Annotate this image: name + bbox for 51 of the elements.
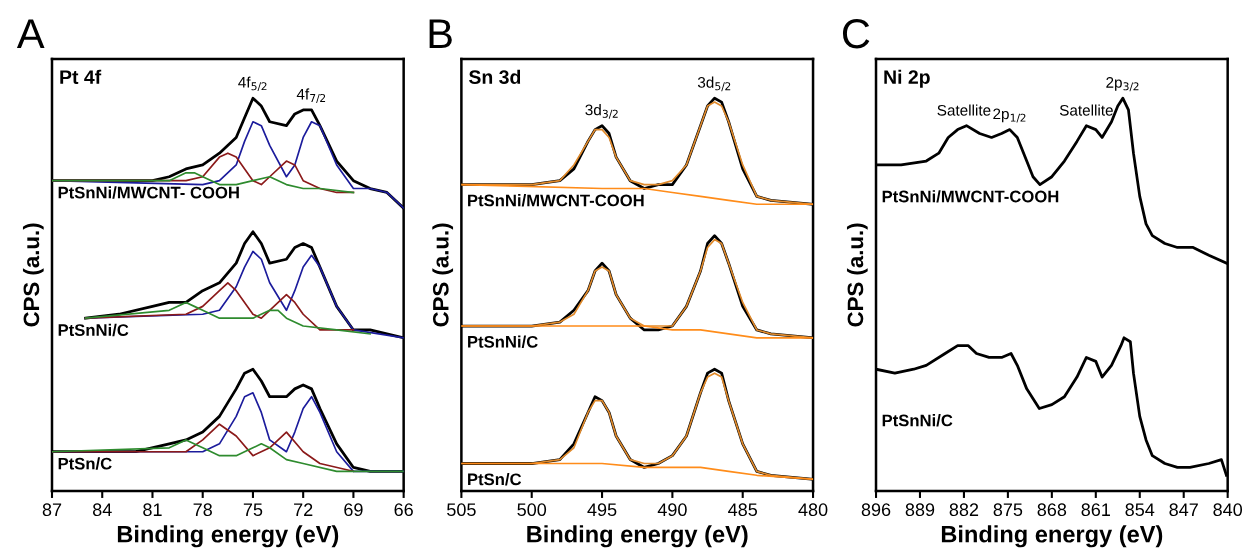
x-tick-label: 480 <box>798 503 828 517</box>
x-tick-label: 75 <box>243 503 263 517</box>
x-tick-label: 84 <box>92 503 112 517</box>
text: C <box>842 18 870 49</box>
x-tick-label: 882 <box>949 503 979 517</box>
series-label: PtSnNi/MWCNT-COOH <box>468 194 644 207</box>
text: A <box>16 19 45 49</box>
x-tick-label: 81 <box>143 503 162 517</box>
x-axis-title: Binding energy (eV) <box>527 525 748 548</box>
x-tick-label: 485 <box>728 503 758 517</box>
x-tick-label: 72 <box>294 503 313 516</box>
annotation: Satellite <box>1059 104 1113 116</box>
annotation: 4f$_{5/2}$ <box>238 76 267 92</box>
annotation: 3d$_{3/2}$ <box>585 104 618 119</box>
series-label: PtSnNi/MWCNT- COOH <box>58 186 239 199</box>
text: PtSnNi/C <box>882 414 953 427</box>
x-tick-label: 896 <box>861 503 891 517</box>
chart-title: Sn 3d <box>468 69 521 84</box>
chart-title: Pt 4f <box>60 69 102 84</box>
x-tick-label: 889 <box>905 503 935 517</box>
x-tick-label: 861 <box>1081 503 1110 517</box>
annotation: Satellite <box>937 104 991 116</box>
series-label: PtSnNi/C <box>58 323 129 337</box>
x-tick-label: 505 <box>447 503 476 517</box>
annotation: 4f$_{7/2}$ <box>296 88 326 103</box>
series-label: PtSnNi/C <box>468 335 538 348</box>
x-tick-label: 66 <box>394 503 413 517</box>
y-axis-title: CPS (a.u.) <box>432 223 454 327</box>
x-tick-label: 69 <box>344 503 363 517</box>
x-axis-title: Binding energy (eV) <box>941 525 1163 548</box>
x-tick-label: 840 <box>1213 503 1243 517</box>
x-tick-label: 500 <box>517 503 547 517</box>
x-axis-title: Binding energy (eV) <box>117 525 339 548</box>
x-tick-label: 495 <box>587 503 617 517</box>
annotation: 2p$_{1/2}$ <box>993 108 1026 123</box>
x-tick-label: 875 <box>993 503 1023 517</box>
chart-title: Ni 2p <box>884 69 930 88</box>
x-tick-label: 868 <box>1037 503 1067 517</box>
series-label: PtSn/C <box>58 457 112 470</box>
annotation: 2p$_{3/2}$ <box>1106 77 1139 92</box>
y-axis-title: CPS (a.u.) <box>22 223 44 327</box>
x-tick-label: 87 <box>42 503 62 517</box>
x-tick-label: 78 <box>193 503 212 517</box>
x-tick-label: 847 <box>1169 503 1198 517</box>
y-axis-title: CPS (a.u.) <box>846 223 868 327</box>
text: B <box>429 19 452 49</box>
x-tick-label: 854 <box>1125 503 1155 517</box>
x-tick-label: 490 <box>657 503 687 517</box>
series-label: PtSn/C <box>468 473 522 486</box>
series-label: PtSnNi/MWCNT-COOH <box>882 190 1059 203</box>
annotation: 3d$_{5/2}$ <box>697 76 731 92</box>
